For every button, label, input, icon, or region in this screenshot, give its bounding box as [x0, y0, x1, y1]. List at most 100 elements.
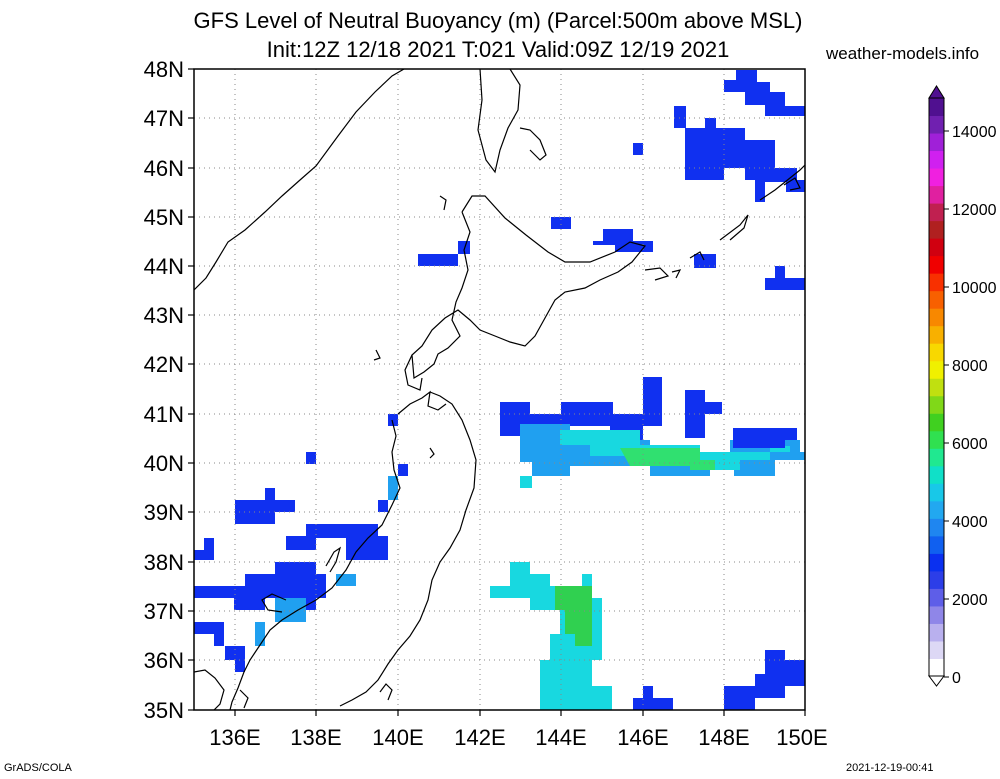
colorbar-swatch: [929, 168, 944, 187]
colorbar-high-triangle: [928, 85, 945, 99]
colorbar-swatch: [929, 535, 944, 554]
field-region: [255, 622, 265, 646]
field-region: [685, 390, 722, 438]
lon-labels: 136E 138E 140E 142E 144E 146E 148E 150E: [209, 725, 827, 750]
coastline-rebun: [439, 195, 447, 211]
map-grid: [194, 69, 805, 710]
field-region: [593, 229, 653, 252]
lon-label: 142E: [454, 725, 505, 750]
coastline-kuril-2: [671, 269, 682, 279]
lat-label: 45N: [144, 205, 184, 230]
field-region: [235, 488, 295, 524]
colorbar-swatch: [929, 465, 944, 484]
field-region: [694, 254, 716, 268]
colorbar-label: 10000: [952, 280, 997, 297]
field-region: [194, 574, 286, 610]
lon-label: 138E: [290, 725, 341, 750]
field-region: [765, 266, 805, 290]
colorbar: [928, 85, 949, 687]
lat-label: 35N: [144, 698, 184, 723]
coastline-honshu-east: [339, 391, 477, 707]
lat-label: 37N: [144, 599, 184, 624]
colorbar-swatch: [929, 623, 944, 642]
colorbar-swatch: [929, 150, 944, 169]
coastline-noto: [261, 593, 287, 613]
colorbar-swatch: [929, 115, 944, 134]
field-region: [551, 217, 571, 229]
colorbar-swatch: [929, 98, 944, 117]
colorbar-low-triangle: [928, 675, 945, 687]
lat-label: 48N: [144, 57, 184, 82]
lon-label: 146E: [617, 725, 668, 750]
field-region: [685, 118, 805, 202]
colorbar-label: 12000: [952, 202, 997, 219]
colorbar-swatch: [929, 360, 944, 379]
colorbar-swatch: [929, 448, 944, 467]
lat-label: 47N: [144, 106, 184, 131]
colorbar-swatch: [929, 553, 944, 572]
colorbar-labels: 14000 12000 10000 8000 6000 4000 2000 0: [952, 124, 997, 687]
colorbar-swatch: [929, 483, 944, 502]
footer-credit: GrADS/COLA: [4, 762, 72, 774]
lat-label: 46N: [144, 156, 184, 181]
coastline-hokkaido: [411, 195, 647, 380]
field-region: [214, 622, 224, 646]
coastline-kyushu: [194, 669, 225, 710]
coastline-okushiri: [373, 349, 381, 361]
field-region: [194, 538, 214, 560]
lat-labels: 48N 47N 46N 45N 44N 43N 42N 41N 40N 39N …: [144, 57, 184, 723]
colorbar-swatch: [929, 238, 944, 257]
colorbar-frame: [928, 97, 945, 677]
coastline-honshu-north: [229, 419, 401, 710]
coastline-sakhalin-b: [519, 127, 547, 161]
coastline-sakhalin: [477, 69, 521, 174]
coastline-kuril-5: [759, 164, 805, 201]
lat-label: 41N: [144, 402, 184, 427]
coastline-sado: [325, 546, 342, 573]
coastline-sado-2: [429, 447, 435, 459]
field-region: [388, 414, 398, 426]
axis-ticks: [188, 68, 806, 716]
field-region: [733, 428, 797, 448]
colorbar-swatch: [929, 220, 944, 239]
lon-label: 144E: [535, 725, 586, 750]
colorbar-swatch: [929, 203, 944, 222]
field-region: [286, 500, 388, 560]
title-line-2: Init:12Z 12/18 2021 T:021 Valid:09Z 12/1…: [266, 37, 730, 62]
field-region: [643, 377, 662, 426]
field-region: [520, 476, 532, 488]
field-region: [388, 476, 398, 500]
colorbar-swatch: [929, 395, 944, 414]
lat-label: 38N: [144, 550, 184, 575]
lon-label: 140E: [372, 725, 423, 750]
lon-label: 136E: [209, 725, 260, 750]
field-region: [724, 70, 805, 116]
colorbar-swatch: [929, 500, 944, 519]
lat-label: 40N: [144, 451, 184, 476]
field-region: [633, 143, 643, 155]
coastline-hokkaido-inner: [404, 354, 423, 391]
colorbar-swatch: [929, 133, 944, 152]
colorbar-swatch: [929, 658, 944, 677]
lon-label: 150E: [776, 725, 827, 750]
field-region: [555, 586, 592, 646]
field-region: [194, 622, 214, 634]
buoyancy-field: [194, 70, 805, 710]
field-region: [620, 448, 715, 470]
colorbar-swatch: [929, 588, 944, 607]
lon-label: 148E: [698, 725, 749, 750]
colorbar-swatch: [929, 325, 944, 344]
colorbar-swatch: [929, 308, 944, 327]
colorbar-swatch: [929, 378, 944, 397]
field-region: [724, 650, 805, 710]
colorbar-swatch: [929, 290, 944, 309]
coastline-kuril-6: [783, 177, 801, 191]
colorbar-swatch: [929, 185, 944, 204]
colorbar-label: 4000: [952, 514, 988, 531]
field-region: [275, 574, 356, 622]
colorbar-label: 8000: [952, 358, 988, 375]
colorbar-label: 2000: [952, 592, 988, 609]
lat-label: 43N: [144, 303, 184, 328]
coastlines: [194, 69, 805, 710]
